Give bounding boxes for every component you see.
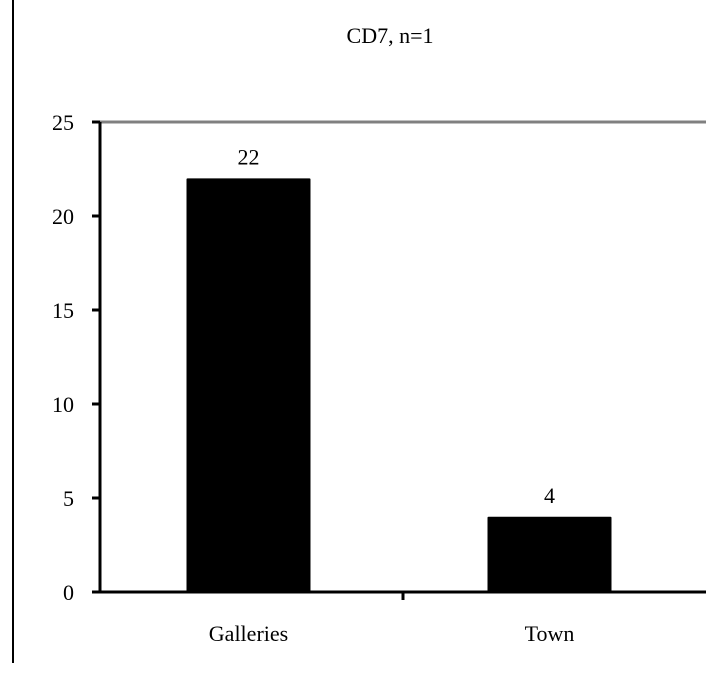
bar-galleries xyxy=(186,178,311,592)
data-label-town: 4 xyxy=(544,483,555,508)
data-labels-group: 22 4 xyxy=(238,144,556,507)
y-axis: 0 5 10 15 20 25 xyxy=(52,110,102,605)
x-tick-label-galleries: Galleries xyxy=(209,621,288,646)
data-label-galleries: 22 xyxy=(238,144,260,169)
y-tick-label: 25 xyxy=(52,110,74,135)
bars-group xyxy=(186,178,612,592)
y-tick-label: 5 xyxy=(63,486,74,511)
y-tick-label: 0 xyxy=(63,580,74,605)
x-tick-label-town: Town xyxy=(525,621,575,646)
x-axis: Galleries Town xyxy=(92,590,706,646)
bar-town xyxy=(487,516,612,592)
y-tick-label: 10 xyxy=(52,392,74,417)
chart-title: CD7, n=1 xyxy=(347,23,434,48)
y-tick-label: 15 xyxy=(52,298,74,323)
y-tick-label: 20 xyxy=(52,204,74,229)
